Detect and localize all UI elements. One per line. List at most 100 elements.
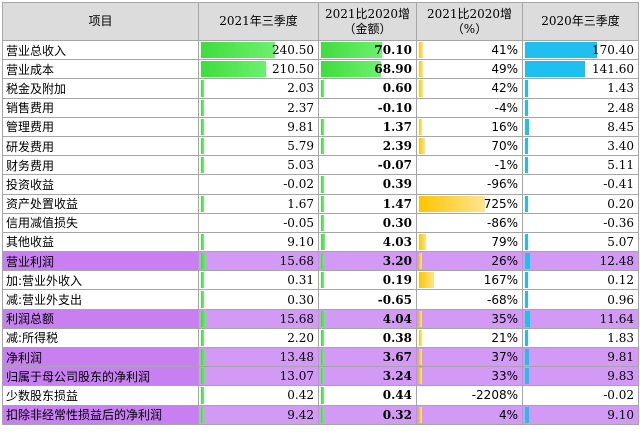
cell-value-chg: -0.65 — [377, 292, 412, 307]
cell-value-pct: 37% — [491, 350, 518, 365]
databar-cur — [201, 118, 204, 135]
databar-pct — [419, 349, 423, 366]
table-row: 投资收益 -0.02 0.39 -96% -0.41 — [2, 174, 639, 195]
cell-value-pct: 42% — [491, 81, 518, 96]
databar-chg — [321, 233, 325, 251]
databar-prev — [525, 291, 528, 308]
databar-cur — [201, 157, 204, 174]
cell-cur: 0.31 — [198, 270, 319, 291]
cell-value-pct: 79% — [491, 234, 518, 249]
cell-value-chg: 0.19 — [382, 273, 412, 288]
cell-value-prev: 8.45 — [607, 119, 634, 134]
cell-value-cur: 9.42 — [287, 407, 314, 422]
cell-pct: -1% — [416, 155, 523, 176]
cell-value-pct: 725% — [483, 196, 518, 211]
cell-chg: 0.38 — [318, 327, 417, 349]
cell-cur: 13.48 — [198, 346, 319, 368]
cell-prev: 5.11 — [522, 155, 639, 176]
cell-chg: 3.24 — [318, 366, 417, 387]
cell-chg: -0.65 — [318, 289, 417, 310]
databar-chg — [321, 195, 324, 212]
databar-prev — [525, 118, 529, 135]
databar-prev — [525, 310, 530, 327]
cell-pct: -96% — [416, 174, 523, 195]
cell-chg: 1.37 — [318, 116, 417, 137]
row-label: 财务费用 — [2, 155, 199, 176]
cell-value-prev: -0.36 — [603, 215, 634, 230]
cell-chg: 0.19 — [318, 270, 417, 291]
databar-prev — [525, 80, 528, 97]
databar-prev — [525, 233, 528, 251]
table-row: 减:营业外支出 0.30 -0.65 -68% 0.96 — [2, 289, 639, 310]
cell-prev: -0.02 — [522, 385, 639, 406]
cell-value-prev: -0.02 — [603, 388, 634, 403]
databar-pct — [419, 80, 423, 97]
cell-prev: -0.41 — [522, 174, 639, 195]
table-row: 扣除非经常性损益后的净利润 9.42 0.32 4% 9.10 — [2, 404, 639, 425]
cell-value-pct: 70% — [491, 139, 518, 154]
row-label: 其他收益 — [2, 231, 199, 253]
row-label: 管理费用 — [2, 116, 199, 137]
cell-pct: 35% — [416, 308, 523, 329]
header-pct: 2021比2020增 （%） — [416, 2, 523, 41]
cell-prev: 8.45 — [522, 116, 639, 137]
databar-prev — [525, 406, 529, 423]
cell-value-chg: 2.39 — [382, 139, 412, 154]
cell-value-chg: 0.39 — [382, 177, 412, 192]
header-item: 项目 — [2, 2, 199, 41]
cell-prev: 9.83 — [522, 366, 639, 387]
databar-chg — [321, 368, 324, 385]
table-row: 净利润 13.48 3.67 37% 9.81 — [2, 346, 639, 368]
cell-chg: 0.39 — [318, 174, 417, 195]
cell-value-pct: 26% — [491, 254, 518, 269]
cell-cur: 1.67 — [198, 193, 319, 214]
cell-value-pct: 35% — [491, 311, 518, 326]
cell-value-prev: 0.20 — [607, 196, 634, 211]
cell-value-chg: 0.38 — [382, 330, 412, 345]
table-row: 研发费用 5.79 2.39 70% 3.40 — [2, 135, 639, 157]
databar-pct — [419, 61, 424, 78]
cell-prev: 9.81 — [522, 346, 639, 368]
cell-value-pct: 49% — [491, 62, 518, 77]
cell-value-pct: 16% — [491, 119, 518, 134]
databar-pct — [419, 368, 422, 385]
cell-value-cur: 210.50 — [272, 62, 314, 77]
cell-prev: 2.48 — [522, 97, 639, 118]
cell-value-prev: 12.48 — [599, 254, 634, 269]
table-row: 加:营业外收入 0.31 0.19 167% 0.12 — [2, 270, 639, 291]
cell-value-cur: 15.68 — [279, 311, 314, 326]
row-label: 减:营业外支出 — [2, 289, 199, 310]
row-label: 扣除非经常性损益后的净利润 — [2, 404, 199, 425]
cell-pct: 21% — [416, 327, 523, 349]
table-row: 减:所得税 2.20 0.38 21% 1.83 — [2, 327, 639, 349]
table-row: 管理费用 9.81 1.37 16% 8.45 — [2, 116, 639, 137]
cell-value-chg: 0.44 — [382, 388, 412, 403]
cell-value-prev: 1.43 — [607, 81, 634, 96]
databar-cur — [201, 137, 204, 155]
databar-cur — [201, 253, 206, 270]
table-row: 营业利润 15.68 3.20 26% 12.48 — [2, 251, 639, 272]
cell-value-prev: 141.60 — [592, 62, 634, 77]
databar-pct — [419, 195, 485, 212]
header-chg-line2: （金额） — [343, 21, 392, 36]
databar-cur — [201, 272, 204, 289]
databar-cur — [201, 406, 204, 423]
cell-value-cur: 13.48 — [279, 350, 314, 365]
cell-pct: 49% — [416, 59, 523, 80]
cell-prev: 11.64 — [522, 308, 639, 329]
databar-chg — [321, 42, 382, 59]
cell-chg: 4.04 — [318, 308, 417, 329]
cell-value-cur: 15.68 — [279, 254, 314, 269]
cell-prev: 0.12 — [522, 270, 639, 291]
databar-chg — [321, 406, 324, 423]
row-label: 净利润 — [2, 346, 199, 368]
cell-pct: 41% — [416, 39, 523, 61]
cell-pct: 167% — [416, 270, 523, 291]
cell-pct: -86% — [416, 212, 523, 233]
cell-value-pct: -86% — [486, 215, 518, 230]
cell-value-cur: 9.81 — [287, 119, 314, 134]
header-chg-line1: 2021比2020增 — [324, 6, 411, 21]
databar-prev — [525, 99, 528, 116]
cell-pct: 26% — [416, 251, 523, 272]
cell-chg: 4.03 — [318, 231, 417, 253]
